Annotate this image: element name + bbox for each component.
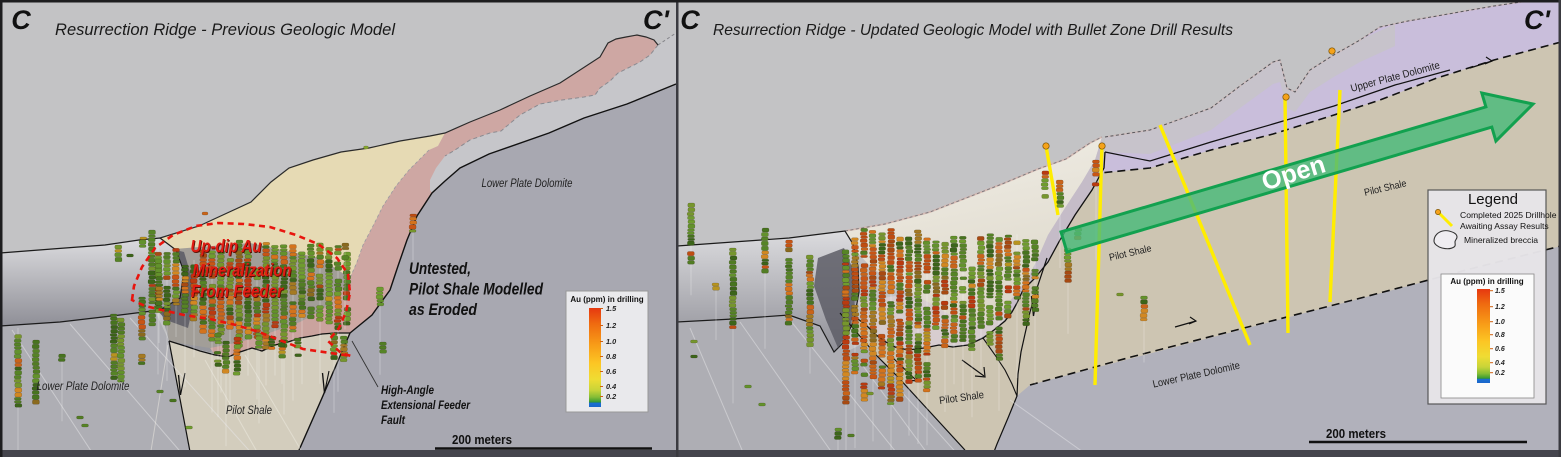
svg-text:Lower Plate Dolomite: Lower Plate Dolomite (482, 178, 573, 190)
svg-text:Extensional Feeder: Extensional Feeder (381, 398, 471, 412)
svg-text:Mineralization: Mineralization (193, 260, 292, 280)
svg-text:0.8: 0.8 (1495, 332, 1505, 339)
svg-text:C: C (680, 5, 700, 35)
svg-text:Resurrection Ridge - Updated G: Resurrection Ridge - Updated Geologic Mo… (713, 22, 1233, 39)
svg-text:Mineralized breccia: Mineralized breccia (1464, 235, 1538, 245)
svg-text:1.2: 1.2 (606, 321, 616, 330)
svg-text:200 meters: 200 meters (452, 432, 512, 447)
svg-text:Resurrection Ridge - Previous: Resurrection Ridge - Previous Geologic M… (55, 21, 396, 39)
svg-text:Lower Plate Dolomite: Lower Plate Dolomite (37, 381, 130, 393)
svg-text:0.2: 0.2 (1495, 370, 1505, 377)
svg-text:Pilot Shale Modelled: Pilot Shale Modelled (409, 281, 544, 299)
svg-text:0.2: 0.2 (606, 392, 616, 401)
svg-text:C': C' (1524, 5, 1551, 35)
svg-text:Au (ppm) in drilling: Au (ppm) in drilling (570, 295, 643, 304)
svg-text:Legend: Legend (1468, 191, 1518, 208)
svg-text:Untested,: Untested, (409, 260, 471, 278)
svg-text:0.6: 0.6 (606, 367, 617, 376)
svg-text:1.5: 1.5 (1495, 288, 1505, 295)
svg-text:1.0: 1.0 (1495, 319, 1505, 326)
svg-text:Awaiting Assay Results: Awaiting Assay Results (1460, 221, 1549, 231)
svg-text:1.2: 1.2 (1495, 304, 1505, 311)
svg-text:as Eroded: as Eroded (409, 301, 478, 319)
svg-text:Up-dip Au: Up-dip Au (191, 236, 262, 256)
svg-text:Pilot Shale: Pilot Shale (226, 405, 272, 417)
svg-text:Completed 2025 Drillhole: Completed 2025 Drillhole (1460, 210, 1557, 220)
svg-text:C: C (11, 5, 31, 35)
svg-text:Au (ppm) in drilling: Au (ppm) in drilling (1450, 277, 1523, 286)
svg-text:0.4: 0.4 (606, 382, 616, 391)
svg-text:Fault: Fault (381, 413, 406, 427)
svg-text:1.5: 1.5 (606, 304, 617, 313)
svg-text:200 meters: 200 meters (1326, 426, 1386, 441)
svg-text:1.0: 1.0 (606, 337, 616, 346)
svg-text:C': C' (643, 5, 670, 35)
svg-text:0.6: 0.6 (1495, 346, 1505, 353)
svg-text:From Feeder: From Feeder (191, 281, 284, 301)
svg-text:0.8: 0.8 (606, 352, 617, 361)
svg-text:0.4: 0.4 (1495, 360, 1505, 367)
svg-text:High-Angle: High-Angle (381, 383, 434, 397)
